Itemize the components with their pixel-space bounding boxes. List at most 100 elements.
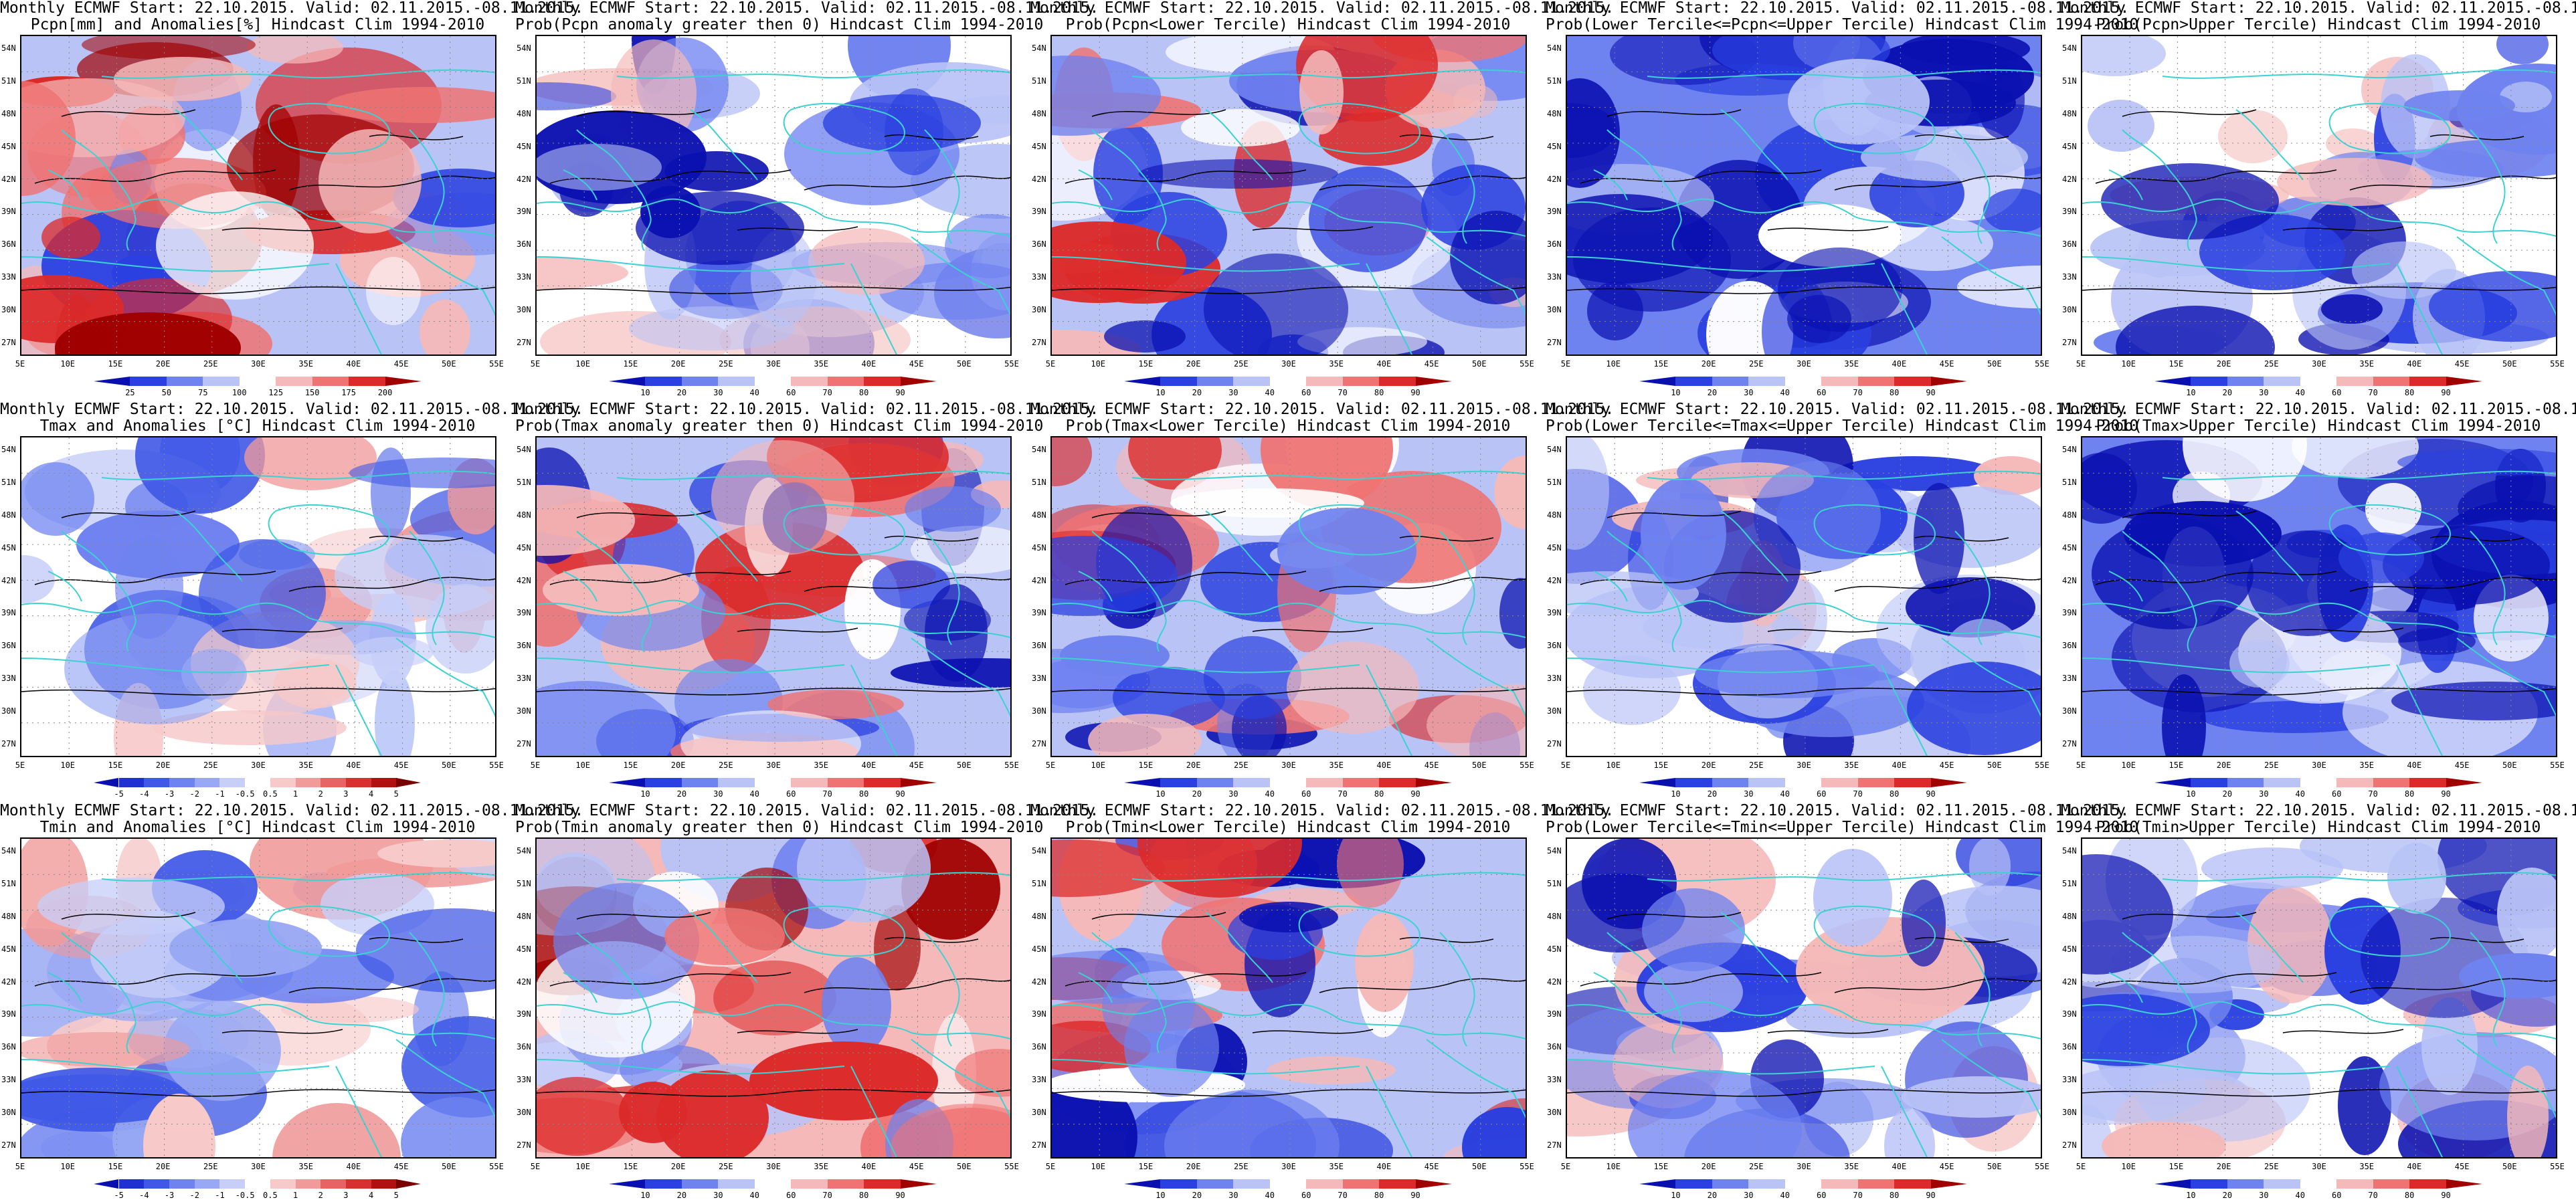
- colorbar-segment: [276, 377, 313, 386]
- isoline: [21, 286, 495, 294]
- longitude-label: 20E: [155, 761, 171, 770]
- latitude-label: 30N: [2062, 706, 2077, 716]
- longitude-label: 20E: [2216, 359, 2231, 369]
- isoline: [34, 972, 276, 987]
- shaded-region: [1907, 662, 2041, 755]
- isoline: [2349, 978, 2556, 993]
- coastline: [1813, 102, 1936, 155]
- latitude-label: 39N: [517, 1009, 531, 1019]
- latitude-label: 48N: [1547, 510, 1562, 520]
- longitude-label: 25E: [203, 761, 218, 770]
- shaded-region: [115, 536, 183, 639]
- latitude-label: 45N: [1, 141, 16, 151]
- colorbar-tick-label: 30: [713, 789, 723, 799]
- colorbar-segment: [1342, 377, 1380, 386]
- colorbar-tick-label: 20: [1192, 1191, 1202, 1200]
- colorbar-low-arrow: [94, 1179, 118, 1189]
- longitude-label: 40E: [1892, 1162, 1907, 1171]
- colorbar-tick-label: 30: [1744, 388, 1754, 397]
- colorbar-tick-label: -5: [114, 1191, 124, 1200]
- shaded-region: [375, 670, 415, 756]
- colorbar-segment: [219, 778, 246, 787]
- longitude-label: 5E: [530, 1162, 541, 1171]
- coastline: [563, 972, 597, 1003]
- colorbar-tick-label: -4: [139, 1191, 149, 1200]
- latitude-label: 51N: [1032, 477, 1046, 487]
- longitude-label: 30E: [1281, 1162, 1296, 1171]
- latitude-label: 45N: [1547, 944, 1562, 954]
- colorbar-segment: [2409, 1179, 2447, 1189]
- colorbar-segment: [791, 1179, 828, 1189]
- shaded-region: [1974, 456, 2041, 495]
- panel-title-line1: Monthly ECMWF Start: 22.10.2015. Valid: …: [2061, 401, 2576, 418]
- latitude-label: 27N: [1547, 338, 1562, 347]
- longitude-label: 55E: [489, 359, 504, 369]
- colorbar-segment: [2373, 1179, 2410, 1189]
- latitude-label: 45N: [1, 944, 16, 954]
- colorbar-tick-label: 40: [1780, 789, 1790, 799]
- latitude-label: 27N: [1, 739, 16, 748]
- isoline: [1834, 978, 2041, 993]
- coastline: [911, 637, 1010, 718]
- coastline: [1052, 198, 1526, 237]
- colorbar-tick-label: 80: [1889, 388, 1900, 397]
- coastline: [2082, 658, 2391, 674]
- map-panel: Monthly ECMWF Start: 22.10.2015. Valid: …: [0, 0, 583, 401]
- coastline: [2162, 872, 2556, 882]
- isoline: [1834, 577, 2041, 592]
- shaded-region: [156, 191, 314, 300]
- colorbar-segment: [2264, 1179, 2301, 1189]
- colorbar-segment: [1712, 377, 1749, 386]
- longitude-label: 20E: [670, 761, 686, 770]
- colorbar: [2154, 778, 2482, 787]
- shaded-region: [1906, 577, 2035, 637]
- colorbar-segment: [718, 778, 755, 787]
- colorbar-segment: [2336, 377, 2374, 386]
- colorbar-tick-label: 10: [2186, 388, 2196, 397]
- colorbar-segment: [2300, 778, 2337, 787]
- latitude-label: 30N: [1, 1108, 16, 1118]
- longitude-label: 30E: [2312, 359, 2326, 369]
- latitude-label: 36N: [2062, 239, 2077, 249]
- colorbar-tick-label: 80: [1374, 1191, 1384, 1200]
- longitude-label: 30E: [1797, 1162, 1811, 1171]
- shaded-region: [1957, 266, 2041, 308]
- shaded-region: [1567, 78, 1620, 188]
- longitude-label: 35E: [814, 761, 829, 770]
- colorbar-segment: [1269, 1179, 1307, 1189]
- coastline: [1593, 169, 1628, 201]
- colorbar-segment: [791, 778, 828, 787]
- shaded-region: [199, 539, 326, 649]
- colorbar-tick-label: 125: [268, 388, 284, 397]
- coastline: [268, 504, 390, 556]
- colorbar-tick-label: 90: [2441, 789, 2451, 799]
- longitude-label: 50E: [1471, 1162, 1487, 1171]
- shaded-region: [1052, 221, 1186, 303]
- colorbar: [2154, 377, 2482, 386]
- colorbar: [2154, 1179, 2482, 1189]
- shaded-region: [2101, 163, 2279, 239]
- isoline: [737, 226, 858, 231]
- latitude-label: 45N: [1032, 542, 1046, 553]
- panel-title-line1: Monthly ECMWF Start: 22.10.2015. Valid: …: [1546, 0, 2130, 17]
- coastline: [1813, 504, 1936, 556]
- isoline: [537, 1089, 1010, 1097]
- shaded-region: [1642, 888, 1745, 971]
- colorbar-tick-label: 70: [2368, 388, 2378, 397]
- colorbar-segment: [1342, 778, 1380, 787]
- colorbar-tick-label: 4: [368, 789, 374, 799]
- colorbar-tick-label: 10: [1671, 1191, 1681, 1200]
- colorbar-segment: [754, 778, 792, 787]
- shaded-region: [1788, 59, 1930, 144]
- coastline: [1091, 129, 1167, 251]
- longitude-label: 45E: [1424, 1162, 1439, 1171]
- longitude-label: 25E: [203, 359, 218, 369]
- colorbar-tick-label: 70: [822, 789, 832, 799]
- isoline: [1834, 175, 2041, 191]
- shaded-region: [1969, 839, 2011, 896]
- longitude-label: 45E: [393, 1162, 409, 1171]
- colorbar-tick-label: 60: [786, 789, 796, 799]
- panel-title-line2: Tmax and Anomalies [°C] Hindcast Clim 19…: [39, 417, 476, 435]
- isoline: [288, 978, 495, 993]
- colorbar-tick-label: 10: [1156, 789, 1166, 799]
